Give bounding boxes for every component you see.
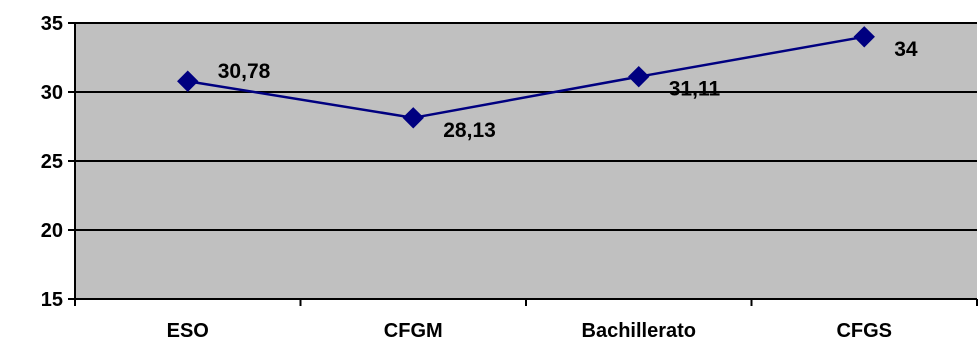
y-axis-tick-labels: 15 20 25 30 35 <box>41 13 63 311</box>
x-tick-label: CFGS <box>836 320 892 342</box>
series-line-0 <box>187 35 865 120</box>
y-tick-label: 15 <box>41 289 63 311</box>
y-tick-label: 35 <box>41 13 63 35</box>
data-point-marker <box>177 70 199 92</box>
data-point-marker <box>402 107 424 129</box>
x-tick-label: CFGM <box>384 320 443 342</box>
x-tick-label: ESO <box>167 320 209 342</box>
y-tick-label: 25 <box>41 151 63 173</box>
data-label: 31,11 <box>669 78 721 101</box>
x-tick-label: Bachillerato <box>582 320 696 342</box>
data-labels: 30,78 28,13 31,11 34 <box>218 38 918 142</box>
x-axis-tick-labels: ESO CFGM Bachillerato CFGS <box>167 320 892 342</box>
data-label: 30,78 <box>218 60 271 83</box>
data-label: 34 <box>894 38 918 61</box>
axes <box>68 22 978 306</box>
series-line <box>187 35 865 120</box>
data-point-marker <box>628 65 650 88</box>
y-tick-label: 30 <box>41 82 63 104</box>
data-point-marker <box>853 26 875 48</box>
y-tick-label: 20 <box>41 220 63 242</box>
series-markers <box>177 26 875 129</box>
data-label: 28,13 <box>443 119 496 142</box>
